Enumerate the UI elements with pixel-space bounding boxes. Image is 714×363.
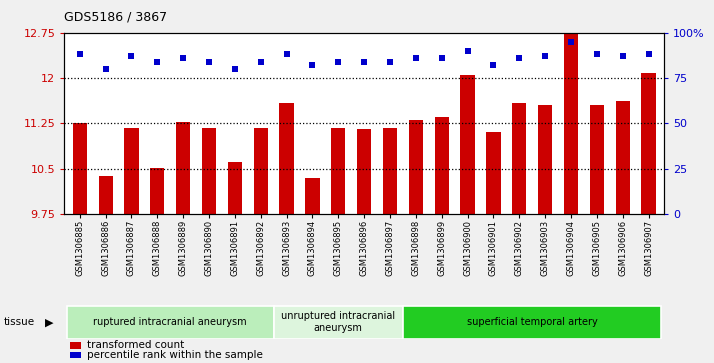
Bar: [124, 128, 139, 363]
Bar: [306, 178, 320, 363]
Point: [151, 59, 163, 65]
Point: [74, 52, 86, 57]
Text: transformed count: transformed count: [87, 340, 184, 350]
Point: [643, 52, 654, 57]
FancyBboxPatch shape: [273, 306, 403, 339]
Bar: [253, 128, 268, 363]
Point: [591, 52, 603, 57]
Bar: [202, 128, 216, 363]
Bar: [150, 168, 164, 363]
Bar: [512, 103, 526, 363]
Point: [565, 39, 577, 45]
Bar: [70, 342, 81, 348]
Bar: [176, 122, 191, 363]
Point: [617, 53, 628, 59]
Text: tissue: tissue: [4, 317, 35, 327]
Point: [203, 59, 215, 65]
Text: GDS5186 / 3867: GDS5186 / 3867: [64, 11, 167, 24]
Bar: [279, 103, 293, 363]
Bar: [486, 132, 501, 363]
Text: ▶: ▶: [45, 317, 54, 327]
Point: [229, 66, 241, 72]
Point: [436, 55, 448, 61]
Bar: [641, 73, 655, 363]
Point: [462, 48, 473, 54]
Bar: [408, 121, 423, 363]
Point: [384, 59, 396, 65]
Text: ruptured intracranial aneurysm: ruptured intracranial aneurysm: [94, 317, 247, 327]
Text: superficial temporal artery: superficial temporal artery: [467, 317, 598, 327]
Bar: [538, 105, 552, 363]
Point: [358, 59, 370, 65]
Point: [513, 55, 525, 61]
Bar: [461, 75, 475, 363]
Bar: [73, 123, 87, 363]
Bar: [99, 176, 113, 363]
Point: [100, 66, 111, 72]
Point: [410, 55, 421, 61]
Bar: [70, 351, 81, 359]
Bar: [357, 130, 371, 363]
Bar: [228, 162, 242, 363]
Text: unruptured intracranial
aneurysm: unruptured intracranial aneurysm: [281, 311, 396, 333]
Text: percentile rank within the sample: percentile rank within the sample: [87, 350, 263, 360]
Point: [178, 55, 189, 61]
Point: [281, 52, 292, 57]
Point: [126, 53, 137, 59]
Point: [255, 59, 266, 65]
Point: [307, 62, 318, 68]
Bar: [564, 34, 578, 363]
Bar: [590, 105, 604, 363]
FancyBboxPatch shape: [67, 306, 273, 339]
Bar: [383, 128, 397, 363]
Point: [488, 62, 499, 68]
FancyBboxPatch shape: [403, 306, 661, 339]
Point: [539, 53, 550, 59]
Bar: [435, 117, 449, 363]
Bar: [331, 128, 346, 363]
Bar: [615, 101, 630, 363]
Point: [333, 59, 344, 65]
